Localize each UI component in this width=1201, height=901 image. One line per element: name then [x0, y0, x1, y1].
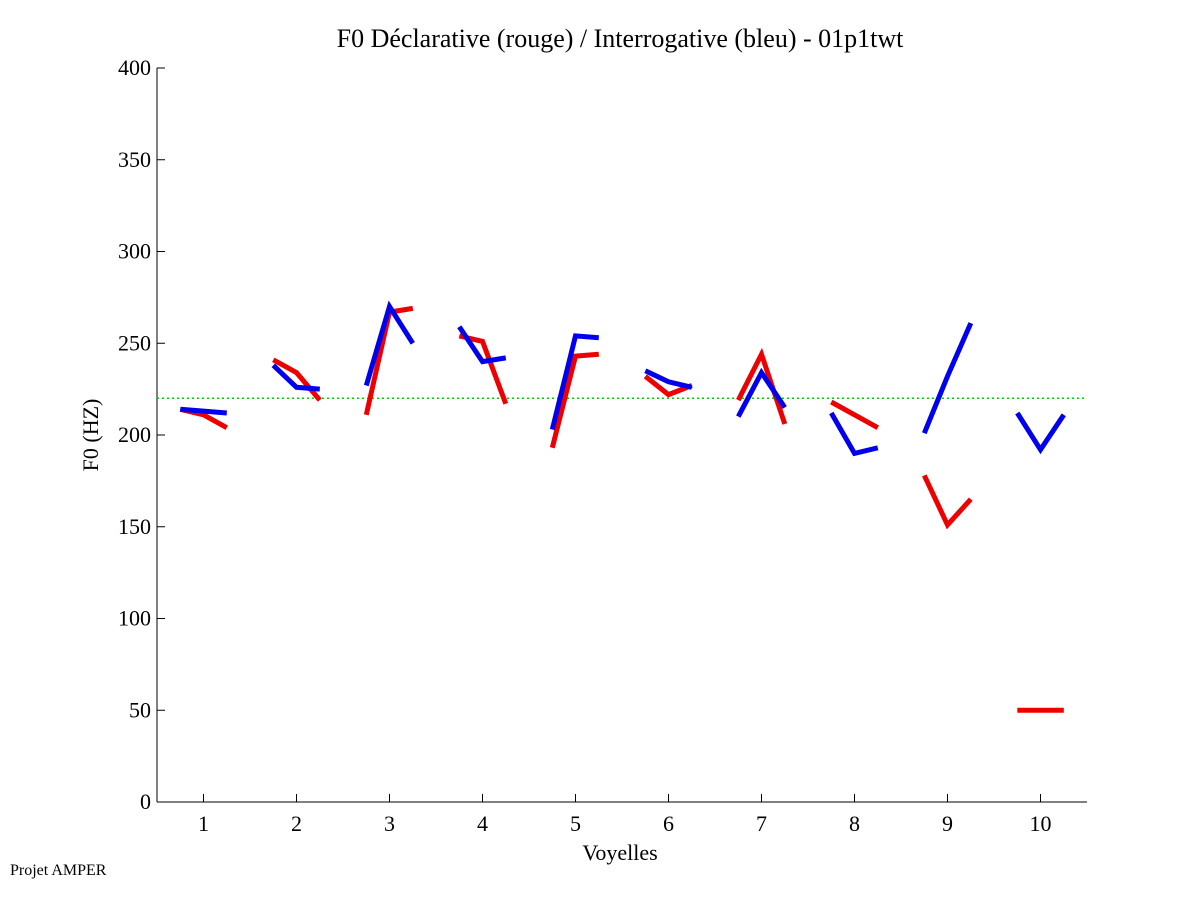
x-tick-label: 1: [198, 811, 209, 836]
series-declarative-vowel-6: [643, 374, 693, 398]
y-tick-label: 300: [118, 239, 151, 264]
y-tick-label: 350: [118, 147, 151, 172]
series-declarative-vowel-2: [272, 357, 322, 402]
y-tick-label: 0: [140, 789, 151, 814]
y-tick-label: 200: [118, 422, 151, 447]
x-tick-label: 10: [1030, 811, 1052, 836]
series-interrogative-vowel-6: [644, 368, 693, 390]
series-interrogative-vowel-7: [736, 367, 787, 418]
series-interrogative-vowel-5: [549, 333, 599, 431]
x-tick-label: 7: [756, 811, 767, 836]
x-tick-label: 6: [663, 811, 674, 836]
series-declarative-vowel-7: [736, 347, 788, 425]
series-interrogative-vowel-3: [363, 300, 415, 387]
series-interrogative-vowel-2: [271, 363, 320, 392]
y-tick-label: 400: [118, 55, 151, 80]
plot-area: 0 50 100 150 200 250 300 350 400 1 2 3 4 5 6 7 8 9 10: [118, 55, 1087, 836]
y-tick-label: 50: [129, 697, 151, 722]
footer-credit: Projet AMPER: [10, 862, 107, 879]
series-interrogative-vowel-10: [1015, 411, 1066, 455]
x-tick-label: 9: [942, 811, 953, 836]
x-tick-label: 5: [570, 811, 581, 836]
series-interrogative-vowel-4: [457, 325, 507, 365]
series-declarative-vowel-4: [458, 333, 509, 405]
series-declarative-vowel-5: [549, 351, 599, 449]
y-tick-label: 150: [118, 514, 151, 539]
x-tick-label: 3: [384, 811, 395, 836]
series-declarative-vowel-8: [830, 399, 880, 430]
series-interrogative-vowel-9: [921, 322, 974, 435]
x-axis-label: Voyelles: [582, 840, 657, 865]
y-axis-label: F0 (HZ): [78, 399, 103, 472]
y-tick-label: 100: [118, 606, 151, 631]
series-declarative-vowel-9: [922, 474, 973, 530]
series-interrogative-vowel-8: [829, 411, 879, 457]
y-tick-label: 250: [118, 330, 151, 355]
series-interrogative-vowel-1: [180, 406, 228, 416]
x-tick-label: 4: [477, 811, 488, 836]
chart-title: F0 Déclarative (rouge) / Interrogative (…: [337, 24, 905, 53]
x-tick-label: 8: [849, 811, 860, 836]
x-tick-label: 2: [291, 811, 302, 836]
